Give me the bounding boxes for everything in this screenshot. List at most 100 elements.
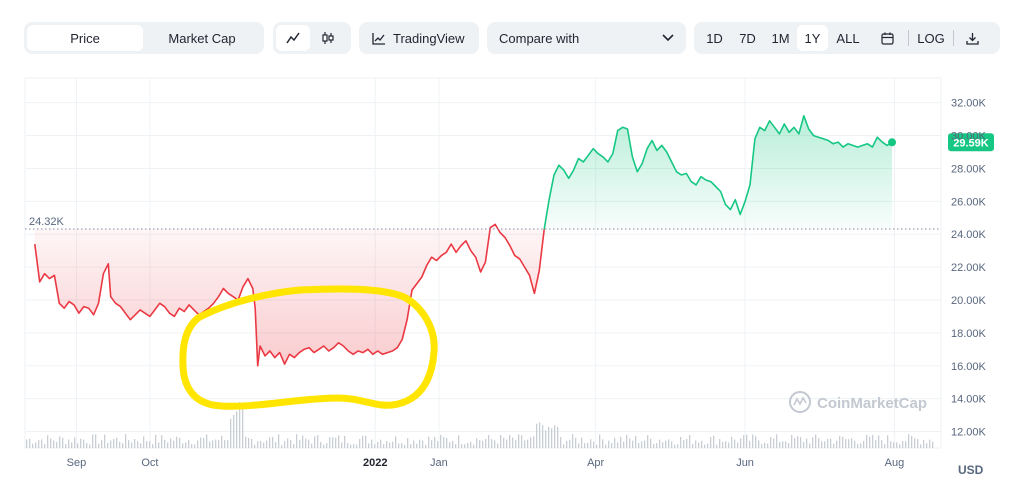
volume-bar (368, 443, 370, 448)
tradingview-label: TradingView (393, 30, 465, 46)
y-tick-label: 24.00K (951, 229, 987, 241)
volume-bar (341, 442, 343, 448)
volume-bar (761, 444, 763, 448)
volume-bar (185, 442, 187, 448)
volume-bar (566, 440, 568, 448)
volume-bar (74, 437, 76, 448)
volume-bar (509, 435, 511, 448)
range-1y-button[interactable]: 1Y (797, 25, 828, 51)
volume-bar (107, 442, 109, 448)
volume-bar (773, 438, 775, 448)
calendar-icon (880, 32, 894, 45)
volume-bar (371, 439, 373, 448)
volume-bar (461, 444, 463, 448)
candlestick-button[interactable] (310, 25, 346, 51)
volume-bar (338, 435, 340, 448)
volume-bar (917, 439, 919, 448)
y-tick-label: 30.00K (951, 131, 987, 143)
volume-bar (224, 440, 226, 448)
volume-bar (848, 439, 850, 448)
volume-bar (29, 438, 31, 448)
volume-bar (620, 436, 622, 448)
volume-bar (677, 444, 679, 448)
volume-bar (245, 436, 247, 448)
volume-bar (215, 439, 217, 448)
volume-bar (881, 440, 883, 448)
volume-bar (143, 436, 145, 448)
volume-bar (290, 440, 292, 448)
range-1m-button[interactable]: 1M (771, 30, 790, 46)
volume-bar (80, 438, 82, 448)
volume-bar (746, 434, 748, 448)
volume-bar (494, 440, 496, 448)
download-button[interactable] (956, 25, 988, 51)
volume-bar (431, 440, 433, 448)
volume-bar (827, 438, 829, 448)
volume-bar (587, 442, 589, 448)
volume-bar (176, 436, 178, 448)
volume-bar (350, 444, 352, 448)
volume-bar (659, 439, 661, 448)
volume-bar (242, 402, 244, 448)
current-price-dot (888, 138, 897, 147)
volume-bar (104, 434, 106, 448)
volume-bar (434, 436, 436, 448)
volume-bar (50, 438, 52, 448)
volume-bar (839, 435, 841, 448)
currency-label: USD (958, 463, 984, 477)
line-chart-button[interactable] (276, 25, 310, 51)
volume-bar (539, 422, 541, 448)
log-scale-button[interactable]: LOG (917, 30, 945, 46)
volume-bar (686, 438, 688, 448)
volume-bar (908, 434, 910, 448)
tradingview-button[interactable]: TradingView (362, 25, 475, 51)
volume-bar (596, 444, 598, 448)
range-7d-button[interactable]: 7D (739, 30, 756, 46)
volume-bar (581, 437, 583, 448)
volume-bar (626, 435, 628, 448)
tab-price[interactable]: Price (27, 25, 143, 51)
volume-bar (137, 441, 139, 448)
x-tick-label: Apr (587, 457, 604, 469)
volume-bar (152, 444, 154, 448)
volume-bar (572, 434, 574, 448)
volume-bar (854, 440, 856, 448)
volume-bar (131, 442, 133, 448)
volume-bar (65, 444, 67, 448)
compare-with-select[interactable]: Compare with (487, 22, 686, 54)
volume-bar (602, 439, 604, 448)
volume-bar (536, 423, 538, 448)
volume-bar (722, 441, 724, 448)
volume-bar (521, 435, 523, 448)
volume-bar (425, 444, 427, 448)
date-picker-button[interactable] (868, 25, 906, 51)
volume-bar (146, 441, 148, 448)
volume-bar (833, 443, 835, 448)
volume-bar (392, 441, 394, 448)
volume-bar (440, 434, 442, 448)
volume-bar (236, 411, 238, 448)
volume-bar (443, 437, 445, 448)
volume-bar (68, 439, 70, 448)
range-all-button[interactable]: ALL (836, 30, 860, 46)
tab-market-cap[interactable]: Market Cap (168, 30, 236, 46)
volume-bar (629, 438, 631, 448)
volume-bar (56, 441, 58, 448)
volume-bar (269, 437, 271, 448)
volume-bar (830, 438, 832, 448)
volume-bar (428, 436, 430, 448)
range-1d-button[interactable]: 1D (706, 30, 723, 46)
price-below-reference-area (34, 224, 545, 366)
volume-bar (851, 438, 853, 448)
volume-bar (524, 440, 526, 448)
volume-bar (788, 443, 790, 448)
chevron-down-icon (662, 34, 674, 42)
volume-bar (374, 444, 376, 448)
line-chart-icon (286, 32, 300, 44)
volume-bar (140, 443, 142, 448)
volume-bar (386, 441, 388, 448)
price-below-reference-line (34, 223, 545, 367)
volume-bar (41, 439, 43, 448)
volume-bar (554, 425, 556, 448)
